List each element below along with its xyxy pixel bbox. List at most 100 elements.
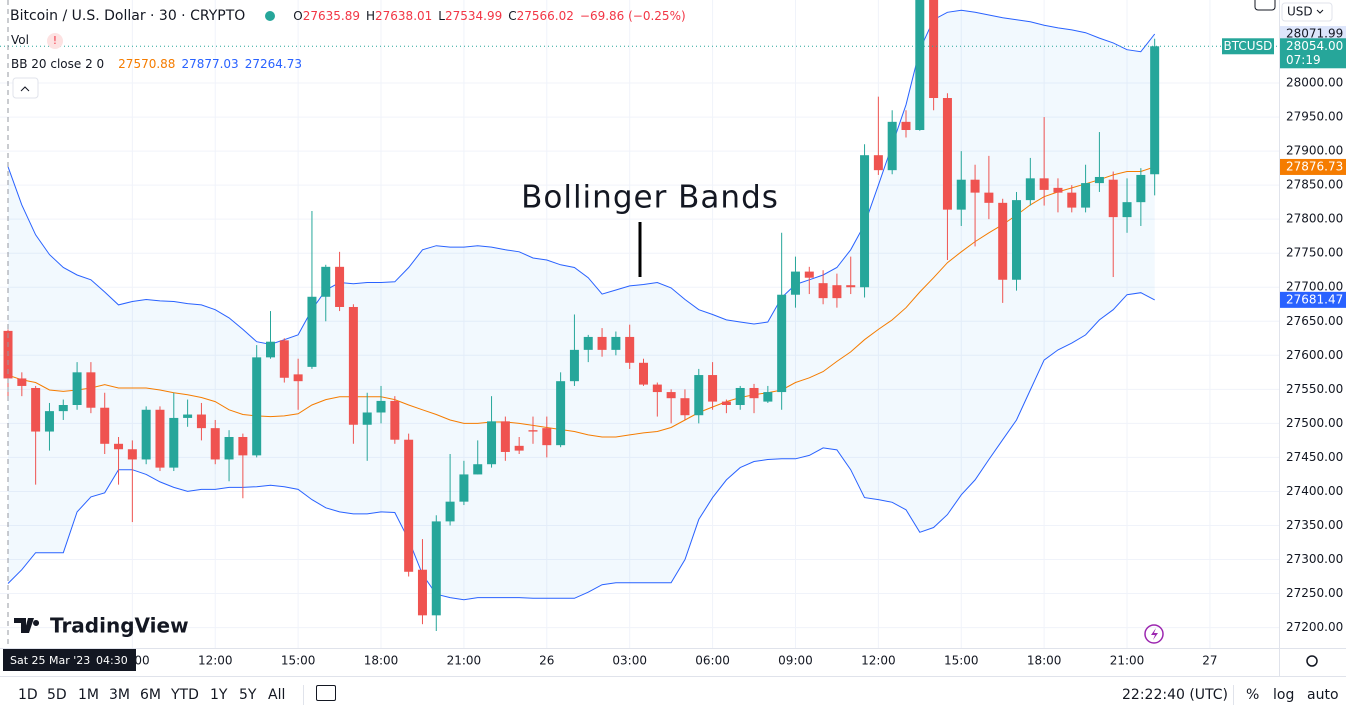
candle-body: [929, 0, 939, 99]
candle-body: [1039, 178, 1049, 190]
candle-body: [114, 443, 124, 450]
candle-body: [1108, 179, 1118, 218]
candle-body: [639, 362, 649, 385]
ohlc-key: H: [365, 9, 376, 23]
candle-body: [31, 387, 41, 432]
candle-body: [915, 0, 925, 131]
y-tick-label: 27700.00: [1286, 280, 1343, 294]
range-button[interactable]: 6M: [140, 687, 161, 703]
upper-tag-bg: [1280, 26, 1346, 43]
range-button[interactable]: 1Y: [210, 687, 228, 703]
candle-body: [390, 400, 400, 440]
x-tick-label: 09:00: [778, 654, 813, 668]
x-tick-label: 18:00: [1027, 654, 1062, 668]
range-button[interactable]: 1M: [78, 687, 99, 703]
y-tick-label: 27250.00: [1286, 586, 1343, 600]
crosshair-time: 04:30: [96, 654, 128, 667]
candle-body: [556, 381, 566, 446]
status-dot: [265, 11, 276, 21]
candle-body: [873, 155, 883, 171]
warning-icon[interactable]: !: [46, 33, 63, 49]
candle-body: [652, 384, 662, 393]
range-button[interactable]: 5D: [47, 687, 67, 703]
candle-body: [860, 155, 870, 288]
candle-body: [804, 271, 814, 278]
candle-body: [210, 428, 220, 460]
candle-body: [887, 121, 897, 171]
candle-body: [238, 436, 248, 456]
candle-body: [293, 374, 303, 382]
scale-option[interactable]: log: [1273, 687, 1295, 703]
candle-body: [777, 294, 787, 393]
candle-body: [721, 401, 731, 405]
settings-icon[interactable]: [1306, 655, 1318, 667]
scale-option[interactable]: %: [1246, 687, 1260, 703]
candle-body: [942, 98, 952, 210]
y-tick-label: 28000.00: [1286, 76, 1343, 90]
range-button[interactable]: 5Y: [239, 687, 257, 703]
axes: 27200.00 27250.00 27300.00 27350.00 27400.00…: [3, 26, 1346, 671]
candle-body: [901, 121, 911, 131]
candle-body: [708, 375, 718, 402]
y-tick-label: 27450.00: [1286, 450, 1343, 464]
x-tick-label: 15:00: [281, 654, 316, 668]
band-lower: [7, 292, 1155, 601]
chart: 27200.00 27250.00 27300.00 27350.00 27400.00…: [0, 0, 1346, 676]
candle-body: [956, 179, 966, 210]
ohlc-value: 27635.89: [302, 9, 360, 23]
candle-body: [763, 392, 773, 402]
candle-body: [459, 474, 469, 502]
candle-body: [348, 306, 358, 425]
band-fill: [8, 10, 1155, 600]
candle-body: [1136, 174, 1146, 203]
currency-button[interactable]: [1281, 2, 1333, 22]
range-button[interactable]: 3M: [109, 687, 130, 703]
candle-body: [1012, 200, 1022, 280]
crosshair-label-bg: [3, 649, 136, 671]
candle-body: [376, 400, 386, 413]
change: −69.86 (−0.25%): [579, 9, 686, 23]
candle-body: [680, 398, 690, 416]
basis-tag: 27876.73: [1286, 159, 1343, 173]
candle-body: [625, 336, 635, 363]
candle-body: [196, 414, 206, 429]
y-tick-label: 27500.00: [1286, 416, 1343, 430]
y-tick-label: 27900.00: [1286, 144, 1343, 158]
x-tick-label: 15:00: [944, 654, 979, 668]
candle-body: [542, 428, 552, 446]
range-button[interactable]: YTD: [171, 687, 199, 703]
lower-tag-bg: [1280, 291, 1346, 308]
screenshot-button[interactable]: [1254, 0, 1276, 11]
alert-icon[interactable]: [1144, 624, 1164, 644]
candle-body: [1053, 187, 1063, 193]
candle-body: [265, 341, 275, 358]
candle-body: [984, 192, 994, 203]
basis-tag-bg: [1280, 158, 1346, 175]
range-button[interactable]: All: [268, 687, 286, 703]
scale-option[interactable]: auto: [1307, 687, 1339, 703]
candle-body: [998, 202, 1008, 280]
candle-body: [321, 266, 331, 297]
candle-body: [58, 405, 68, 412]
band-basis: [7, 166, 1155, 438]
candle-body: [404, 439, 414, 572]
legend-header: Bitcoin / U.S. Dollar · 30 · CRYPTO O276…: [10, 8, 692, 24]
y-tick-label: 27200.00: [1286, 620, 1343, 634]
candle-body: [818, 283, 828, 299]
y-tick-label: 27550.00: [1286, 382, 1343, 396]
candle-body: [832, 285, 842, 299]
candle-body: [141, 409, 151, 460]
candle-body: [44, 411, 54, 432]
vol-label: Vol: [11, 33, 29, 47]
range-button[interactable]: 1D: [18, 687, 38, 703]
volume-legend: Vol!: [11, 33, 63, 49]
ohlc: O27635.89 H27638.01 L27534.99 C27566.02 −69.…: [293, 9, 691, 23]
candle-body: [1094, 176, 1104, 184]
candle-body: [100, 407, 110, 444]
candle-body: [224, 436, 234, 460]
candle-body: [473, 464, 483, 475]
compare-button[interactable]: [316, 685, 336, 701]
separator: [303, 685, 304, 705]
candle-body: [583, 336, 593, 350]
